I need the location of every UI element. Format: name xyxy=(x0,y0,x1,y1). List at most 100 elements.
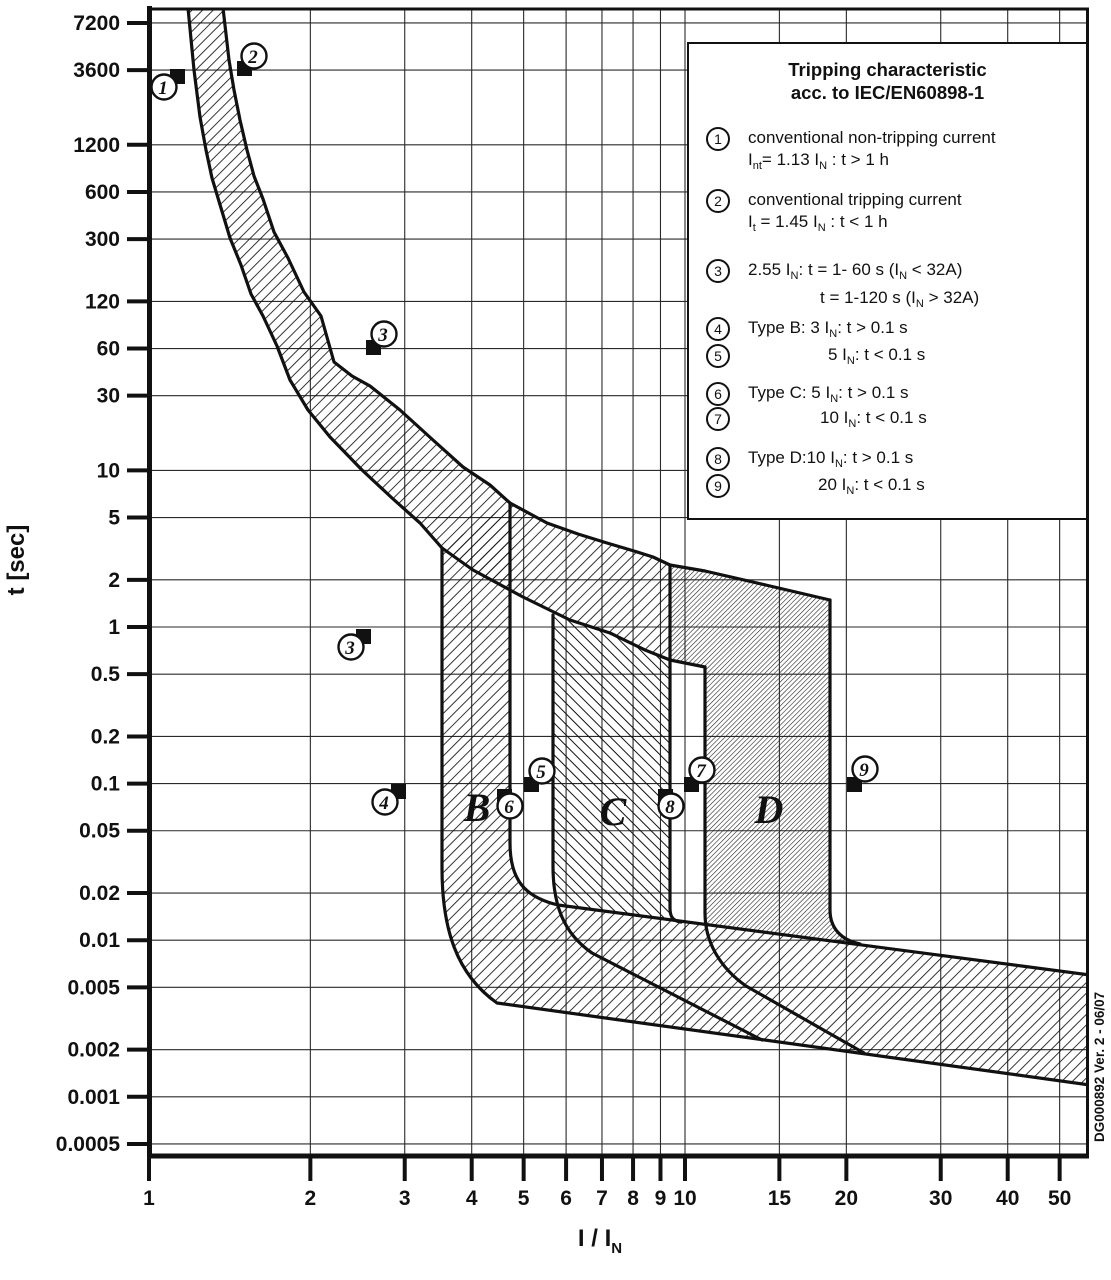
legend-item-text: 20 IN: t < 0.1 s xyxy=(818,475,925,497)
marker-number: 4 xyxy=(378,793,389,814)
zone-letter-C: C xyxy=(600,789,628,834)
marker-number: 3 xyxy=(377,325,388,346)
legend-title-line2: acc. to IEC/EN60898-1 xyxy=(790,82,985,103)
marker-number: 5 xyxy=(536,762,546,783)
zone-letter-D: D xyxy=(754,787,784,832)
curve-marker-3: 3 xyxy=(366,320,398,355)
y-tick-label: 30 xyxy=(97,385,120,408)
x-tick-label: 6 xyxy=(560,1187,572,1210)
x-tick-label: 50 xyxy=(1048,1187,1071,1210)
x-tick-label: 1 xyxy=(143,1187,155,1210)
type-d-region xyxy=(670,565,860,944)
marker-number: 7 xyxy=(696,761,707,782)
marker-number: 1 xyxy=(158,78,168,99)
trip-regions xyxy=(188,8,1088,1085)
curve-non-tripping xyxy=(186,8,707,669)
legend-title-line1: Tripping characteristic xyxy=(788,59,987,80)
y-tick-label: 300 xyxy=(85,228,120,251)
axis-ticks-and-labels: 7200360012006003001206030105210.50.20.10… xyxy=(56,12,1072,1210)
type-b-left-boundary xyxy=(440,546,1088,1087)
x-tick-label: 20 xyxy=(835,1187,858,1210)
curve-marker-4: 4 xyxy=(371,784,406,816)
legend-item-text: Type C: 5 IN: t > 0.1 s xyxy=(748,383,909,405)
legend-item-number: 9 xyxy=(706,474,730,498)
y-tick-label: 0.002 xyxy=(67,1039,120,1062)
legend-panel: Tripping characteristic acc. to IEC/EN60… xyxy=(687,42,1088,520)
legend-item-text: Type B: 3 IN: t > 0.1 s xyxy=(748,318,908,340)
legend-item-number: 3 xyxy=(706,259,730,283)
type-c-left-boundary xyxy=(551,613,764,1042)
type-c-region xyxy=(553,615,670,921)
x-axis-title: I / IN xyxy=(578,1225,622,1257)
legend-item-text: Type D:10 IN: t > 0.1 s xyxy=(748,448,914,470)
y-axis-title: t [sec] xyxy=(3,525,30,596)
curve-marker-6: 6 xyxy=(496,789,524,820)
type-d-left-boundary xyxy=(703,665,866,1055)
marker-circle xyxy=(240,42,268,70)
x-tick-label: 40 xyxy=(996,1187,1019,1210)
legend-item-number: 6 xyxy=(706,382,730,406)
x-tick-label: 2 xyxy=(305,1187,317,1210)
marker-number: 6 xyxy=(504,797,514,818)
marker-number: 3 xyxy=(344,638,355,659)
y-tick-label: 0.005 xyxy=(67,976,120,999)
legend-item-number: 2 xyxy=(706,189,730,213)
y-tick-label: 0.2 xyxy=(91,725,120,748)
legend-title: Tripping characteristic acc. to IEC/EN60… xyxy=(689,58,1086,104)
y-tick-label: 60 xyxy=(97,338,120,361)
marker-number: 8 xyxy=(665,797,675,818)
type-d-right-boundary xyxy=(828,598,862,946)
type-b-and-magnetic-band-region xyxy=(442,503,1088,1085)
x-tick-label: 9 xyxy=(655,1187,667,1210)
legend-item-text: 5 IN: t < 0.1 s xyxy=(828,345,926,367)
type-b-right-and-band-top-boundary xyxy=(508,501,1088,977)
legend-item-number: 4 xyxy=(706,317,730,341)
legend-item-number: 7 xyxy=(706,407,730,431)
y-tick-label: 0.1 xyxy=(91,773,121,796)
marker-circle xyxy=(528,757,556,785)
marker-number: 9 xyxy=(859,760,869,781)
y-tick-label: 0.0005 xyxy=(56,1133,121,1156)
y-tick-label: 2 xyxy=(108,569,120,592)
type-c-right-boundary xyxy=(668,563,683,924)
x-tick-label: 30 xyxy=(929,1187,952,1210)
curve-tripping xyxy=(221,8,672,567)
marker-circle xyxy=(496,792,524,820)
document-reference-note: DG000892 Ver. 2 - 06/07 xyxy=(1092,992,1107,1142)
y-tick-label: 10 xyxy=(97,459,120,482)
legend-item-number: 1 xyxy=(706,127,730,151)
y-tick-label: 120 xyxy=(85,290,120,313)
thermal-band-region xyxy=(188,8,670,660)
x-tick-label: 10 xyxy=(673,1187,696,1210)
curve-marker-8: 8 xyxy=(657,789,685,820)
legend-item-text: 10 IN: t < 0.1 s xyxy=(820,408,927,430)
marker-circle xyxy=(657,792,685,820)
curve-marker-2: 2 xyxy=(237,42,268,76)
curve-marker-5: 5 xyxy=(524,757,556,792)
legend-item-text: 2.55 IN: t = 1- 60 s (IN < 32A) t = 1-120… xyxy=(748,260,980,310)
marker-circle xyxy=(370,320,398,348)
curve-marker-7: 7 xyxy=(684,756,716,792)
zone-letters: B C D xyxy=(463,785,784,834)
x-tick-label: 5 xyxy=(518,1187,530,1210)
boundary-curves xyxy=(186,8,1088,1087)
curve-marker-1: 1 xyxy=(150,69,185,101)
marker-circle xyxy=(150,73,178,101)
y-tick-label: 600 xyxy=(85,181,120,204)
y-tick-label: 7200 xyxy=(73,12,120,35)
marker-circle xyxy=(337,633,365,661)
legend-item-number: 5 xyxy=(706,344,730,368)
legend-item-text: conventional non-tripping current Int= 1.… xyxy=(748,128,996,172)
marker-circle xyxy=(851,755,879,783)
y-tick-label: 5 xyxy=(108,507,120,530)
legend-item-text: conventional tripping current It = 1.45 I… xyxy=(748,190,962,234)
curve-marker-9: 9 xyxy=(847,755,879,792)
y-tick-label: 0.02 xyxy=(79,882,120,905)
y-tick-label: 0.5 xyxy=(91,663,121,686)
y-tick-label: 0.01 xyxy=(79,929,120,952)
marker-number: 2 xyxy=(247,47,258,68)
y-tick-label: 0.05 xyxy=(79,820,120,843)
y-tick-label: 3600 xyxy=(73,59,120,82)
